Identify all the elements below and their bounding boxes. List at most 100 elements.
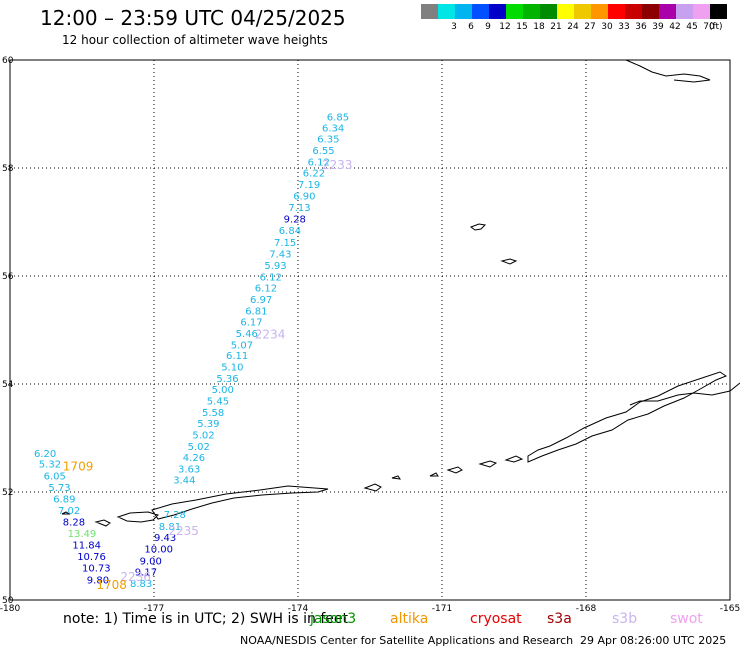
scale-swatch (642, 4, 659, 19)
scale-label: 6 (468, 22, 474, 32)
map-title: 12:00 – 23:59 UTC 04/25/2025 (40, 6, 346, 30)
lat-tick-label: 52 (2, 488, 13, 498)
wave-height-value: 5.00 (212, 385, 234, 396)
wave-height-value: 9.43 (154, 533, 176, 544)
scale-swatch (659, 4, 676, 19)
wave-height-value: 10.00 (144, 544, 173, 555)
wave-height-value: 9.00 (140, 556, 162, 567)
lon-tick-label: -177 (144, 604, 164, 614)
satellite-legend-item: altika (390, 611, 429, 627)
lat-tick-label: 56 (2, 272, 14, 282)
scale-swatch (574, 4, 591, 19)
wave-height-value: 6.81 (245, 306, 267, 317)
lat-tick-label: 54 (2, 380, 14, 390)
scale-label: 42 (669, 22, 681, 32)
wave-height-value: 5.32 (39, 460, 61, 471)
lat-tick-label: 60 (2, 56, 14, 66)
pass-number-label: 2236 (120, 570, 151, 584)
pass-number-label: 2234 (255, 328, 286, 342)
scale-label: 27 (584, 22, 596, 32)
wave-height-value: 5.36 (216, 374, 238, 385)
wave-height-value: 5.46 (236, 329, 258, 340)
wave-height-value: 6.85 (327, 112, 349, 123)
wave-height-value: 6.34 (322, 123, 344, 134)
wave-height-value: 7.02 (58, 506, 80, 517)
wave-height-value: 6.20 (34, 449, 56, 460)
satellite-legend-item: swot (670, 611, 703, 627)
wave-height-value: 5.58 (202, 408, 224, 419)
wave-height-value: 6.22 (303, 169, 325, 180)
scale-label: 30 (601, 22, 613, 32)
scale-label: 21 (550, 22, 562, 32)
lat-tick-label: 58 (2, 164, 14, 174)
wave-height-value: 5.02 (192, 431, 214, 442)
wave-height-value: 3.44 (173, 475, 195, 486)
satellite-pass-labels: 2233 2234 2235 2236 1709 1708 (63, 158, 353, 592)
wave-height-value: 3.63 (178, 465, 200, 476)
wave-height-value: 8.81 (159, 522, 181, 533)
lon-tick-label: -165 (720, 604, 740, 614)
footer-note: note: 1) Time is in UTC; 2) SWH is in fe… (63, 611, 349, 627)
pass-number-label: 1709 (63, 459, 94, 473)
scale-swatch (523, 4, 540, 19)
wave-height-value: 6.35 (317, 135, 339, 146)
map-frame (9, 59, 731, 601)
scale-label: 18 (533, 22, 545, 32)
lat-tick-label: 50 (2, 596, 14, 606)
wave-height-value: 7.13 (288, 203, 310, 214)
wave-height-value: 6.89 (53, 494, 75, 505)
generated-timestamp: 29 Apr 08:26:00 UTC 2025 (580, 634, 727, 647)
pass-number-label: 2235 (168, 524, 199, 538)
wave-height-value: 5.07 (231, 340, 253, 351)
coastline-amchitka (61, 511, 71, 515)
scale-swatch (710, 4, 727, 19)
lon-tick-label: -180 (0, 604, 20, 614)
wave-height-value: 6.12 (255, 284, 277, 295)
wave-height-value: 5.39 (197, 419, 219, 430)
wave-height-value: 11.84 (72, 541, 101, 552)
wave-height-value: 4.26 (183, 453, 205, 464)
wave-height-value: 6.97 (250, 295, 272, 306)
scale-swatch (625, 4, 642, 19)
wave-height-value: 10.76 (77, 552, 106, 563)
lon-tick-label: -168 (576, 604, 597, 614)
wave-height-value: 5.10 (221, 363, 243, 374)
coastline-pribilof-st-paul (469, 223, 487, 231)
scale-label: 33 (618, 22, 630, 32)
satellite-legend-item: cryosat (470, 611, 522, 627)
wave-height-value: 6.12 (308, 157, 330, 168)
wave-height-value: 7.15 (274, 238, 296, 249)
scale-swatch (693, 4, 710, 19)
wave-height-value: 7.19 (298, 180, 320, 191)
scale-label: 12 (499, 22, 511, 32)
wave-height-value: 7.28 (164, 510, 186, 521)
scale-label: 24 (567, 22, 579, 32)
scale-swatch (506, 4, 523, 19)
coastline (61, 59, 740, 527)
wave-height-value: 5.02 (188, 442, 210, 453)
satellite-legend-item: s3b (612, 611, 638, 627)
coastline-aleutians (94, 371, 728, 527)
scale-label: 39 (652, 22, 664, 32)
wave-height-observations: 6.856.346.356.556.126.227.196.907.139.28… (34, 112, 349, 590)
wave-height-value: 6.17 (240, 318, 262, 329)
wave-height-value: 6.05 (44, 472, 66, 483)
wave-height-value: 6.90 (293, 191, 315, 202)
wave-height-value: 6.55 (312, 146, 334, 157)
pass-number-label: 1708 (96, 578, 127, 592)
lon-tick-label: -174 (288, 604, 309, 614)
scale-swatch (557, 4, 574, 19)
wave-height-value: 10.73 (82, 563, 111, 574)
wave-height-value: 5.93 (264, 261, 286, 272)
coastline-mainland-north (625, 59, 711, 83)
scale-swatch (438, 4, 455, 19)
scale-swatch (455, 4, 472, 19)
scale-swatch (676, 4, 693, 19)
coastline-mainland-south (629, 382, 740, 406)
axis-labels: 50 52 54 56 58 60 -180 -177 -174 -171 -168 -165 (0, 56, 740, 614)
scale-label: 36 (635, 22, 647, 32)
wave-height-value: 13.49 (68, 529, 97, 540)
wave-height-value: 5.73 (48, 483, 70, 494)
credit-line: NOAA/NESDIS Center for Satellite Applica… (240, 634, 574, 647)
wave-height-value: 6.84 (279, 226, 301, 237)
